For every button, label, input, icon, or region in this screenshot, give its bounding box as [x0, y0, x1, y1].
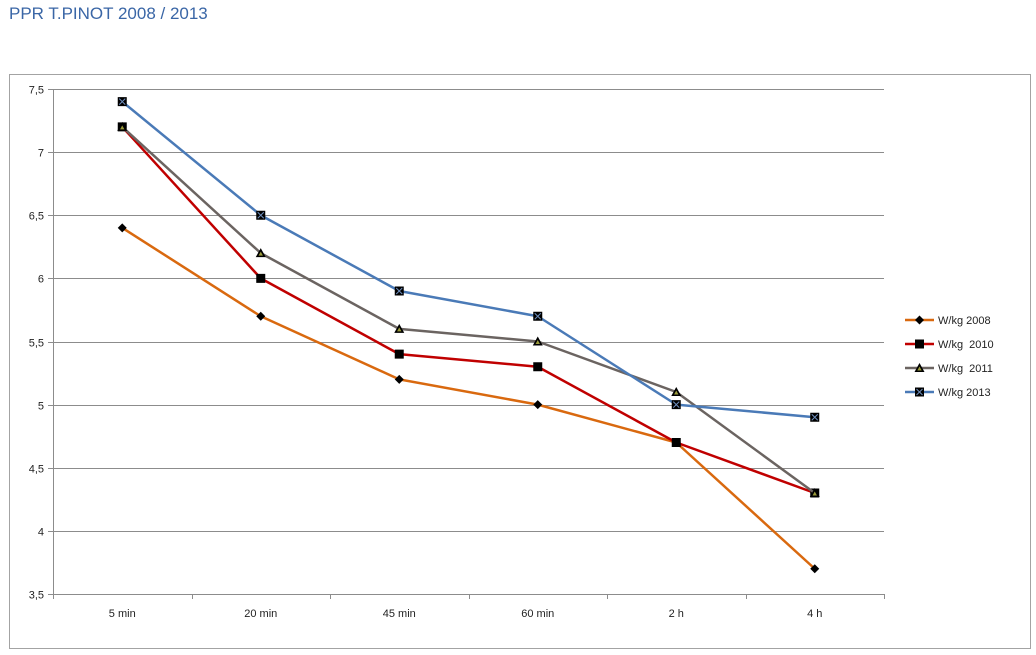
y-tick-label: 4 — [38, 527, 44, 539]
data-point — [117, 121, 128, 131]
x-tick-label: 60 min — [521, 608, 554, 620]
data-point — [671, 400, 681, 410]
y-tick-label: 5 — [38, 401, 44, 413]
chart-frame — [9, 74, 1031, 649]
y-tick-label: 4,5 — [29, 464, 44, 476]
legend-item: W/kg 2013 — [905, 387, 991, 399]
y-tick-label: 5,5 — [29, 338, 44, 350]
legend-item: W/kg 2008 — [905, 315, 991, 327]
data-point — [533, 400, 543, 410]
legend-label: W/kg 2008 — [938, 315, 991, 327]
series-lines — [117, 97, 820, 574]
data-point — [671, 438, 681, 447]
data-point — [117, 223, 127, 233]
y-tick-label: 7 — [38, 148, 44, 160]
data-point — [533, 311, 543, 321]
data-point — [117, 97, 127, 107]
data-point — [256, 210, 266, 220]
y-tick-label: 6 — [38, 274, 44, 286]
series-line — [121, 126, 816, 495]
legend-label: W/kg 2010 — [938, 339, 994, 351]
legend-marker — [915, 339, 924, 349]
y-tick-label: 7,5 — [29, 85, 44, 97]
data-point — [255, 248, 266, 258]
legend: W/kg 2008 W/kg 2010 W/kg 2011 W/kg 2013 — [905, 315, 994, 399]
series-line — [121, 125, 816, 495]
x-tick-label: 4 h — [807, 608, 822, 620]
y-tick-label: 6,5 — [29, 211, 44, 223]
x-tick-label: 20 min — [244, 608, 277, 620]
data-point — [394, 286, 404, 296]
data-point — [809, 488, 820, 497]
data-point — [532, 336, 543, 346]
x-tick-label: 5 min — [109, 608, 136, 620]
legend-label: W/kg 2013 — [938, 387, 991, 399]
data-point — [533, 362, 543, 372]
chart-title: PPR T.PINOT 2008 / 2013 — [9, 4, 208, 23]
legend-marker — [915, 387, 924, 397]
axes: 3,5 4 4,5 5 5,5 6 6,5 7 7,5 5 min 20 min 45 min 60 m… — [29, 85, 885, 620]
data-point — [810, 412, 820, 422]
legend-marker — [915, 315, 924, 325]
data-point — [810, 564, 820, 574]
data-point — [394, 323, 405, 333]
data-point — [256, 273, 266, 283]
y-tick-label: 3,5 — [29, 590, 44, 602]
data-point — [394, 349, 404, 359]
x-tick-label: 2 h — [669, 608, 684, 620]
series-line — [121, 100, 815, 419]
legend-label: W/kg 2011 — [938, 363, 993, 375]
data-point — [256, 311, 266, 321]
data-point — [671, 387, 682, 396]
x-tick-label: 45 min — [383, 608, 416, 620]
gridlines — [53, 89, 884, 595]
legend-item: W/kg 2010 — [905, 339, 994, 351]
legend-marker — [914, 363, 925, 372]
data-point — [394, 374, 404, 384]
legend-item: W/kg 2011 — [905, 363, 993, 375]
series-line — [121, 226, 816, 570]
